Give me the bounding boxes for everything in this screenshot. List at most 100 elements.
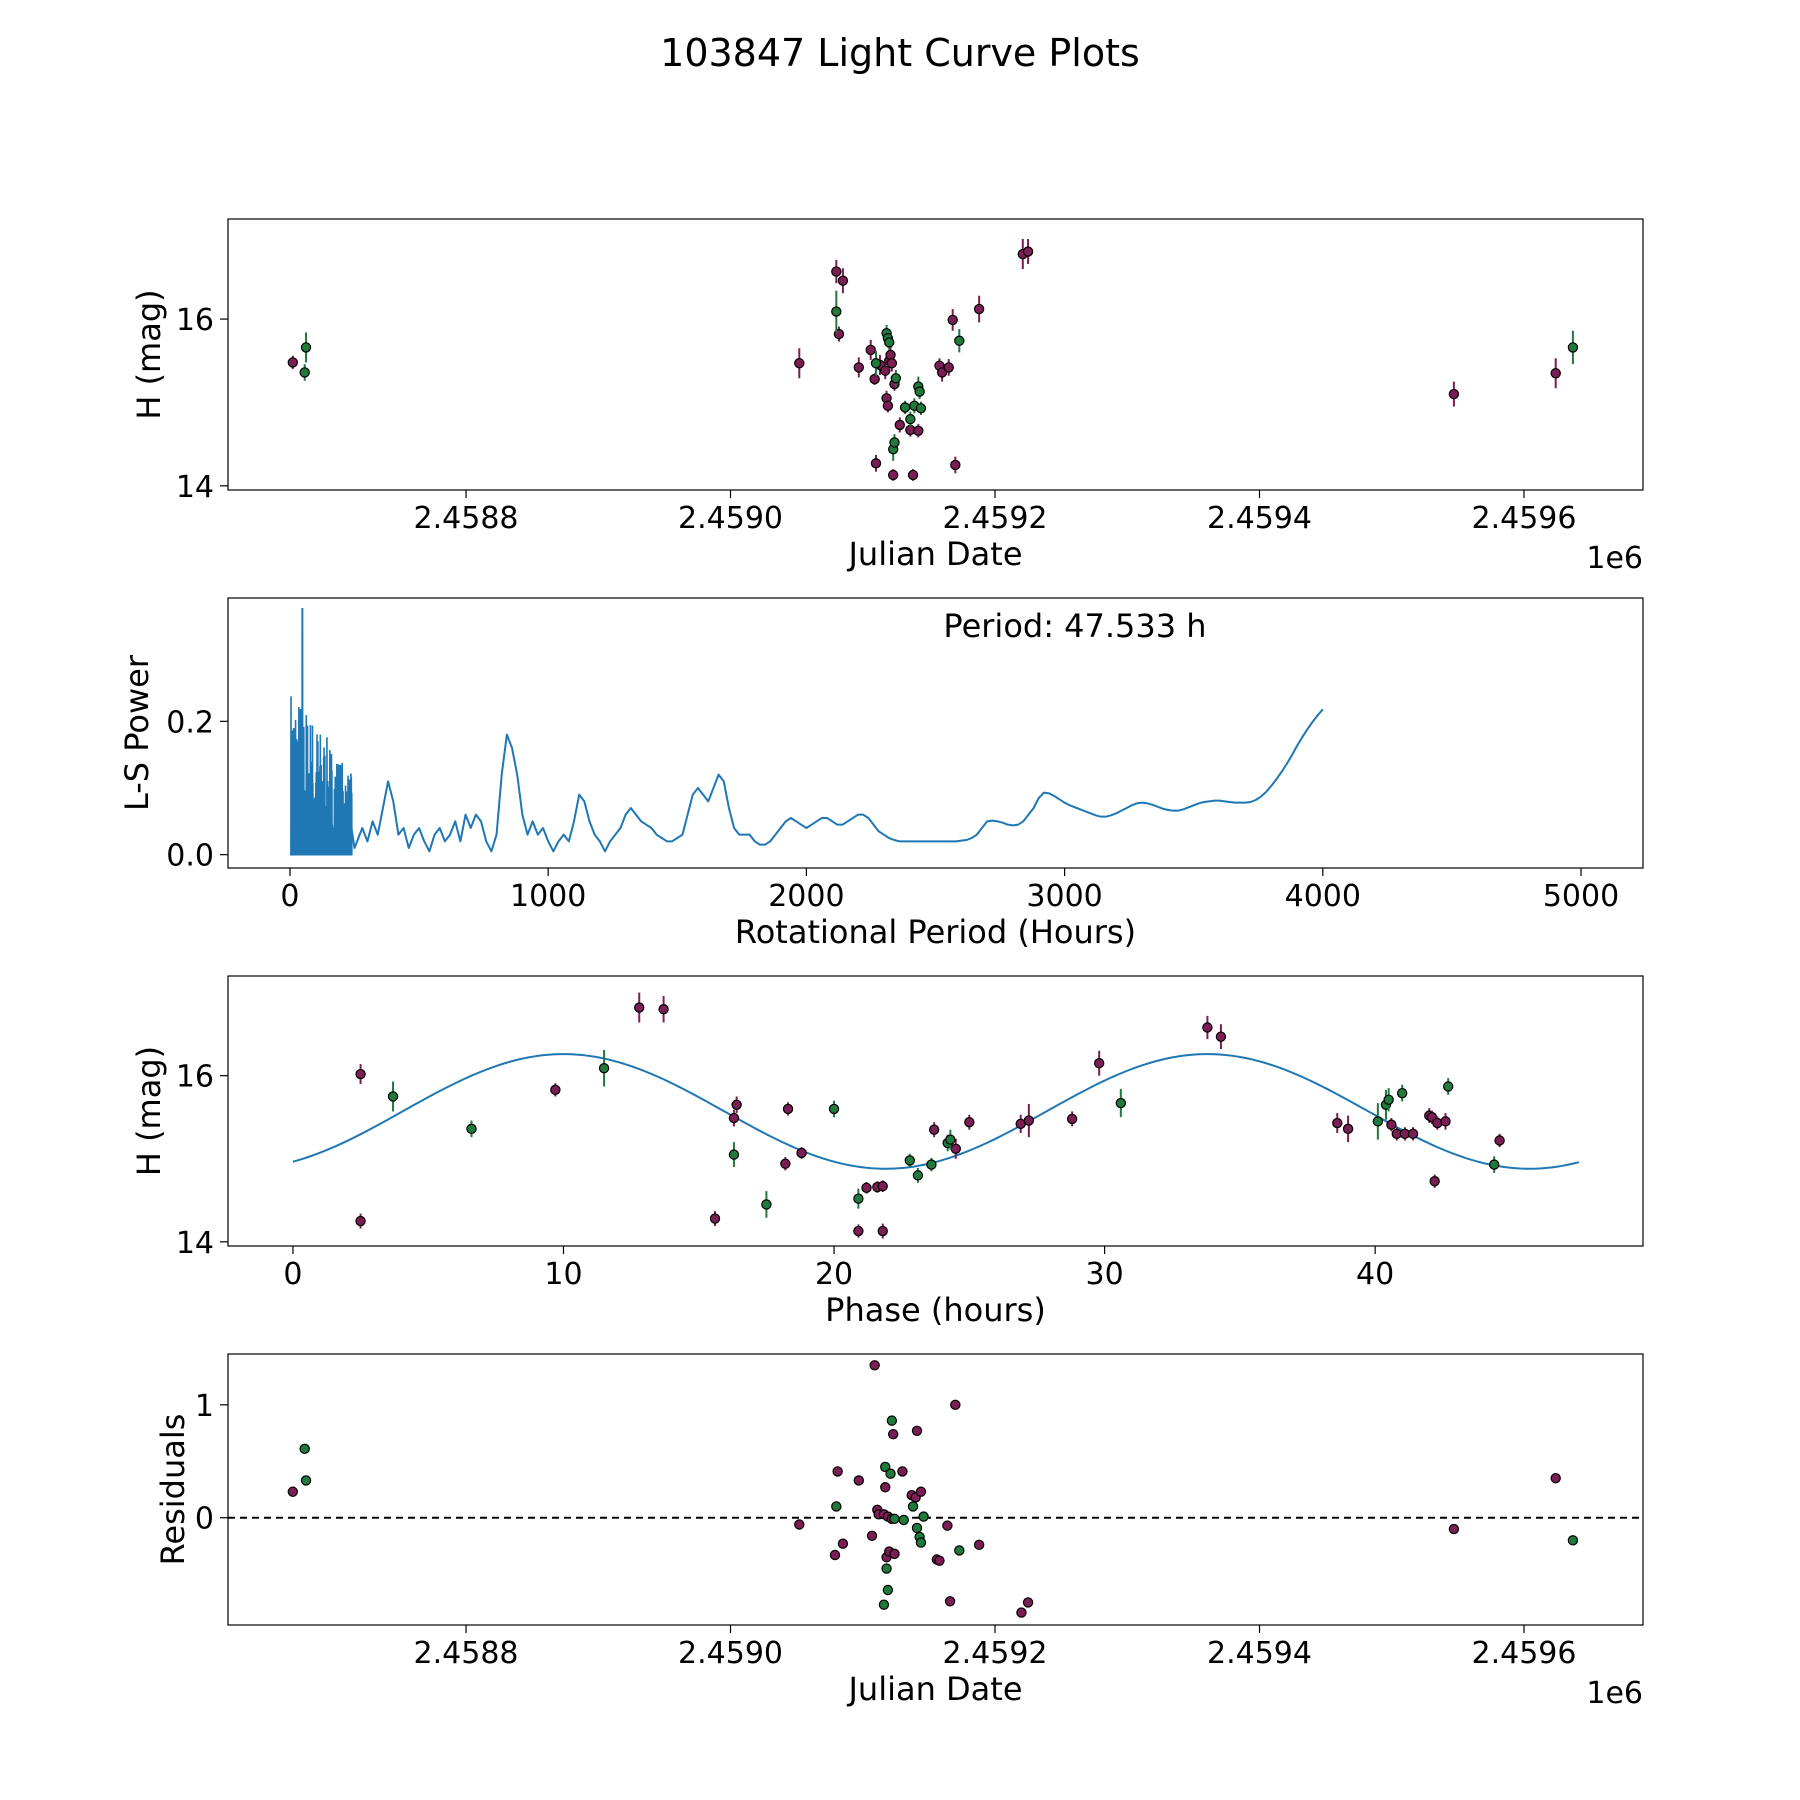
data-point: [898, 1514, 909, 1526]
data-point: [899, 402, 911, 413]
y-tick-label: 16: [176, 1060, 214, 1095]
data-point: [880, 1482, 891, 1493]
data-point: [1332, 1117, 1343, 1129]
data-point: [796, 1147, 807, 1159]
data-point: [882, 1584, 894, 1596]
sine-fit-curve: [292, 1053, 1580, 1170]
x-tick-label: 2.4588: [414, 501, 519, 536]
plot-area: [228, 1360, 1643, 1618]
data-point: [878, 1599, 890, 1610]
x-tick-label: 30: [1086, 1257, 1124, 1292]
data-point: [914, 386, 925, 397]
data-point: [928, 1124, 940, 1135]
data-point: [897, 1466, 908, 1477]
data-point: [1372, 1116, 1384, 1127]
x-tick-label: 3000: [1026, 879, 1102, 914]
data-point: [780, 1158, 791, 1169]
data-point: [877, 1180, 888, 1192]
x-tick-label: 1000: [510, 879, 586, 914]
data-point: [869, 373, 880, 385]
axes-frame: [227, 218, 1644, 491]
y-axis-label: Residuals: [154, 1414, 192, 1566]
data-point: [865, 344, 876, 356]
data-point: [915, 1486, 927, 1497]
data-point: [887, 1428, 899, 1440]
data-point: [1550, 1473, 1561, 1484]
data-point: [1023, 1115, 1035, 1126]
data-point: [915, 1537, 927, 1548]
series-filter-b: [387, 1049, 1500, 1218]
series-filter-a: [287, 239, 1561, 481]
axes-frame: [227, 975, 1644, 1247]
y-axis-label: H (mag): [130, 289, 168, 419]
plot-area: [287, 239, 1579, 481]
x-tick-label: 2.4592: [943, 1636, 1048, 1671]
x-offset-label: 1e6: [1586, 1676, 1643, 1711]
x-tick-label: 0: [283, 1257, 302, 1292]
data-point: [1383, 1094, 1394, 1105]
data-point: [913, 425, 924, 436]
data-point: [1016, 1607, 1027, 1618]
data-point: [950, 459, 961, 471]
data-point: [1494, 1135, 1505, 1146]
data-point: [837, 1538, 849, 1549]
y-tick-label: 0.0: [166, 839, 214, 874]
data-point: [934, 1555, 945, 1566]
data-point: [300, 342, 312, 353]
data-point: [1342, 1123, 1354, 1135]
data-point: [886, 358, 898, 369]
x-tick-label: 20: [815, 1257, 853, 1292]
x-tick-label: 2.4594: [1207, 1636, 1312, 1671]
data-point: [954, 335, 965, 346]
data-point: [907, 1501, 919, 1512]
data-point: [869, 1360, 880, 1371]
data-point: [880, 1461, 891, 1473]
data-point: [918, 1511, 929, 1522]
data-point: [355, 1215, 366, 1227]
plot-area: [289, 607, 1324, 856]
data-point: [1488, 1159, 1500, 1170]
data-point: [887, 469, 899, 481]
y-tick-label: 1: [195, 1389, 214, 1424]
x-axis-label: Julian Date: [846, 535, 1022, 573]
data-point: [889, 437, 900, 448]
y-tick-label: 14: [176, 470, 214, 505]
data-point: [915, 403, 927, 414]
data-point: [1215, 1031, 1227, 1042]
data-point: [904, 1155, 915, 1166]
data-point: [911, 1522, 923, 1534]
y-tick-label: 0: [195, 1502, 214, 1537]
data-point: [973, 1539, 985, 1551]
data-point: [831, 306, 842, 317]
data-point: [1550, 368, 1561, 379]
data-point: [853, 1193, 864, 1204]
data-point: [853, 1475, 864, 1486]
data-point: [794, 1519, 805, 1530]
data-point: [300, 1475, 312, 1486]
x-tick-label: 0: [280, 879, 299, 914]
data-point: [837, 275, 849, 286]
data-point: [884, 337, 895, 348]
periodogram-line: [348, 708, 1324, 853]
data-point: [973, 303, 985, 315]
y-tick-label: 0.2: [166, 705, 214, 740]
x-tick-label: 2.4592: [943, 501, 1048, 536]
panel-lightcurve: 2.4588 2.4590 2.4592 2.4594 2.4596 14 16 Julian…: [130, 218, 1644, 576]
plot-area: [292, 992, 1580, 1239]
data-point: [886, 1415, 898, 1426]
x-tick-label: 4000: [1285, 879, 1361, 914]
data-point: [598, 1063, 610, 1074]
data-point: [881, 1563, 892, 1574]
x-tick-label: 10: [544, 1257, 582, 1292]
data-point: [954, 1545, 965, 1556]
data-point: [728, 1112, 740, 1124]
x-offset-label: 1e6: [1586, 541, 1643, 576]
data-point: [885, 1468, 896, 1479]
periodogram-spikes: [289, 607, 353, 856]
series-filter-a: [355, 992, 1505, 1239]
data-point: [877, 1225, 888, 1237]
data-point: [853, 362, 864, 373]
data-point: [831, 266, 842, 277]
axes-frame: [227, 597, 1644, 869]
